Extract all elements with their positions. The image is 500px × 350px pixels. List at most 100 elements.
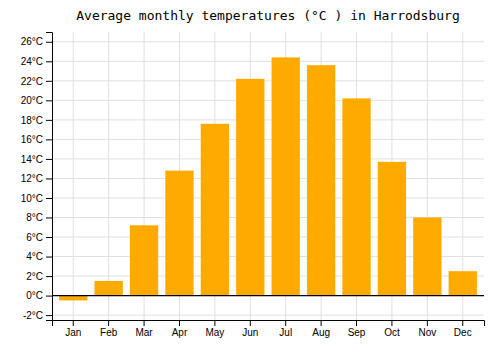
x-tick-mark (108, 320, 109, 326)
y-tick-mark (46, 257, 52, 258)
y-tick-label: 18°C (21, 115, 43, 126)
bars (52, 57, 484, 300)
x-tick-mark (321, 320, 322, 326)
x-grid-line (108, 32, 109, 320)
x-tick: Sep (348, 320, 366, 338)
y-tick: 22°C (21, 76, 52, 87)
bar (449, 271, 477, 295)
x-tick: Oct (384, 320, 400, 338)
x-tick-label: Jan (65, 327, 81, 338)
x-tick: Dec (454, 320, 472, 338)
y-tick-label: 4°C (26, 251, 43, 262)
y-grid-line (52, 80, 484, 81)
y-tick: 6°C (26, 232, 52, 243)
y-tick-label: 16°C (21, 134, 43, 145)
x-tick: Nov (418, 320, 436, 338)
x-axis: JanFebMarAprMayJunJulAugSepOctNovDec (53, 320, 485, 338)
y-tick-label: 22°C (21, 76, 43, 87)
y-tick: 0°C (26, 290, 52, 301)
y-tick: 18°C (21, 115, 52, 126)
y-tick: 10°C (21, 193, 52, 204)
plot: -2°C 0°C 2°C 4°C 6°C 8°C 10°C 12°C 14°C 16°C 18°C 2… (21, 32, 485, 338)
y-tick-mark (46, 217, 52, 218)
y-grid-line (52, 139, 484, 140)
x-tick-mark (179, 320, 180, 326)
bar (413, 217, 441, 295)
y-tick: 4°C (26, 251, 52, 262)
y-tick: 2°C (26, 271, 52, 282)
x-tick-label: Mar (135, 327, 153, 338)
x-tick-mark (427, 320, 428, 326)
y-tick: 20°C (21, 95, 52, 106)
x-tick: Jul (279, 320, 292, 338)
y-tick-mark (46, 139, 52, 140)
y-tick-label: 2°C (26, 271, 43, 282)
y-tick-mark (46, 315, 52, 316)
x-tick: May (205, 320, 224, 338)
x-tick-mark (462, 320, 463, 326)
bar (165, 171, 193, 296)
y-grid-line (52, 41, 484, 42)
y-tick-label: 0°C (26, 290, 43, 301)
y-tick: 16°C (21, 134, 52, 145)
x-tick-label: Oct (384, 327, 400, 338)
x-tick: Mar (135, 320, 153, 338)
y-tick: 26°C (21, 36, 52, 47)
y-grid-line (52, 158, 484, 159)
x-tick: Aug (312, 320, 330, 338)
y-tick-mark (46, 42, 52, 43)
bar (236, 79, 264, 296)
x-tick-label: Nov (418, 327, 436, 338)
y-tick: 24°C (21, 56, 52, 67)
title: Average monthly temperatures (°C ) in Ha… (76, 8, 460, 23)
x-tick-mark (356, 320, 357, 326)
bar (307, 65, 335, 295)
y-tick-label: 24°C (21, 56, 43, 67)
y-tick-label: 12°C (21, 173, 43, 184)
x-tick-mark (144, 320, 145, 326)
x-tick: Apr (172, 320, 188, 338)
x-tick-mark (391, 320, 392, 326)
y-tick-mark (46, 198, 52, 199)
y-tick-label: 20°C (21, 95, 43, 106)
chart: Average monthly temperatures (°C ) in Ha… (0, 0, 500, 350)
y-grid-line (52, 61, 484, 62)
bar (130, 225, 158, 295)
x-tick-label: Dec (454, 327, 472, 338)
x-grid-line (73, 32, 74, 320)
y-grid-line (52, 197, 484, 198)
x-tick-label: May (205, 327, 224, 338)
x-tick-label: Apr (172, 327, 188, 338)
bar (378, 162, 406, 296)
x-tick-mark (285, 320, 286, 326)
y-tick-mark (46, 61, 52, 62)
y-tick-mark (46, 276, 52, 277)
x-axis-line (53, 321, 485, 327)
y-tick-mark (46, 296, 52, 297)
y-axis-line (46, 33, 53, 321)
y-tick-label: -2°C (23, 310, 43, 321)
y-tick-mark (46, 81, 52, 82)
y-grid-line (52, 178, 484, 179)
x-tick-label: Aug (312, 327, 330, 338)
x-tick-label: Jul (279, 327, 292, 338)
y-tick-mark (46, 178, 52, 179)
grid (52, 32, 484, 320)
y-grid-line (52, 100, 484, 101)
x-tick-label: Sep (348, 327, 366, 338)
bar (94, 281, 122, 296)
y-axis: -2°C 0°C 2°C 4°C 6°C 8°C 10°C 12°C 14°C 16°C 18°C 2… (21, 33, 53, 321)
y-tick-mark (46, 159, 52, 160)
y-tick-mark (46, 120, 52, 121)
bar (201, 124, 229, 296)
y-tick: 8°C (26, 212, 52, 223)
x-tick-mark (73, 320, 74, 326)
x-tick-mark (214, 320, 215, 326)
y-tick-label: 10°C (21, 193, 43, 204)
y-tick: 14°C (21, 154, 52, 165)
y-tick-label: 6°C (26, 232, 43, 243)
baseline (52, 295, 484, 296)
y-grid-line (52, 315, 484, 316)
x-tick: Jan (65, 320, 81, 338)
y-grid-line (52, 119, 484, 120)
